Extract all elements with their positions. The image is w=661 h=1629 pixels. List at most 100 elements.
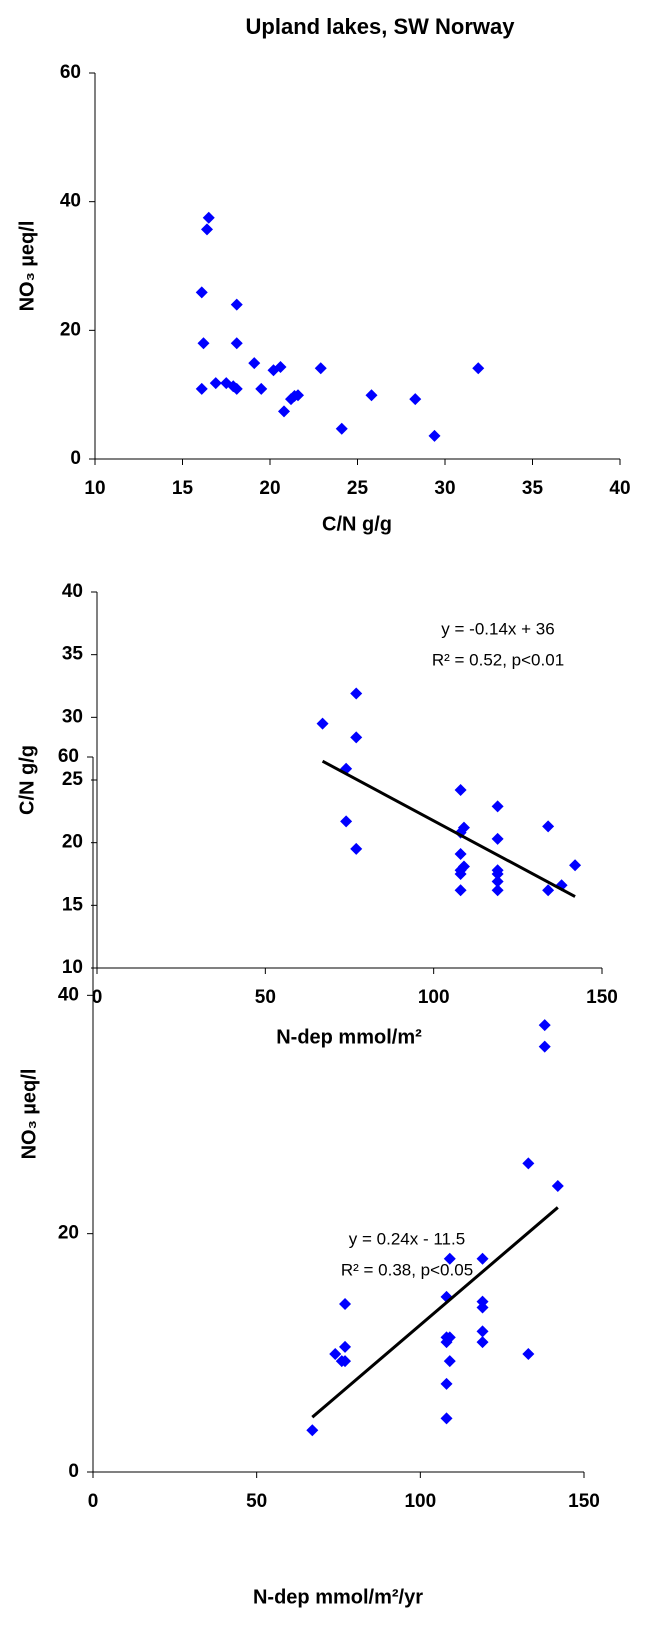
data-point: [339, 1340, 352, 1353]
data-point: [440, 1377, 453, 1390]
data-point: [542, 820, 555, 833]
data-point: [454, 784, 467, 797]
chart-title: Upland lakes, SW Norway: [246, 14, 516, 39]
x-tick-label: 20: [259, 478, 280, 499]
annotation: R² = 0.38, p<0.05: [341, 1260, 473, 1279]
data-point: [538, 1040, 551, 1053]
y-axis-title: NO₃ µeq/l: [18, 1069, 40, 1160]
x-tick-label: 150: [586, 987, 618, 1008]
data-point: [197, 337, 210, 350]
data-point: [443, 1252, 456, 1265]
x-tick-label: 10: [84, 478, 105, 499]
y-tick-label: 40: [58, 984, 79, 1005]
data-point: [542, 884, 555, 897]
y-tick-label: 60: [58, 746, 79, 767]
data-point: [316, 717, 329, 730]
y-tick-label: 60: [60, 62, 81, 83]
data-point: [339, 1297, 352, 1310]
data-point: [230, 382, 243, 395]
data-point: [476, 1252, 489, 1265]
data-point: [551, 1180, 564, 1192]
x-tick-label: 35: [522, 478, 544, 499]
data-point: [522, 1348, 535, 1361]
data-point: [195, 382, 208, 395]
y-axis-title: C/N g/g: [16, 745, 38, 815]
y-tick-label: 25: [62, 769, 84, 790]
trend-line: [321, 759, 576, 898]
data-point: [202, 211, 215, 224]
data-point: [569, 859, 582, 872]
data-point: [335, 422, 348, 435]
data-point: [339, 1355, 352, 1368]
x-tick-label: 100: [418, 987, 450, 1008]
data-point: [454, 847, 467, 860]
data-point: [428, 429, 441, 442]
y-tick-label: 10: [62, 957, 83, 978]
data-point: [248, 357, 261, 370]
y-tick-label: 20: [58, 1223, 79, 1244]
data-point: [230, 298, 243, 311]
data-point: [443, 1355, 456, 1368]
data-point: [454, 884, 467, 897]
x-tick-label: 40: [609, 478, 630, 499]
data-point: [409, 393, 422, 406]
data-point: [472, 362, 485, 375]
x-axis-title: N-dep mmol/m²: [276, 1026, 422, 1048]
x-tick-label: 0: [92, 987, 103, 1008]
x-axis-title: N-dep mmol/m²/yr: [253, 1586, 423, 1608]
data-point: [491, 800, 504, 813]
data-point: [440, 1412, 453, 1425]
data-point: [255, 382, 268, 395]
data-point: [476, 1336, 489, 1349]
data-point: [476, 1295, 489, 1308]
data-point: [491, 875, 504, 888]
data-point: [350, 687, 363, 700]
x-tick-label: 50: [246, 1491, 267, 1512]
annotation: y = 0.24x - 11.5: [349, 1229, 465, 1248]
y-tick-label: 0: [70, 448, 81, 469]
x-tick-label: 50: [255, 987, 276, 1008]
y-tick-label: 20: [62, 832, 83, 853]
y-tick-label: 30: [62, 706, 83, 727]
x-tick-label: 25: [347, 478, 369, 499]
x-tick-label: 30: [434, 478, 455, 499]
x-tick-label: 100: [404, 1491, 436, 1512]
data-point: [329, 1348, 342, 1361]
y-tick-label: 20: [60, 319, 81, 340]
y-tick-label: 40: [60, 191, 81, 212]
data-point: [201, 223, 213, 236]
trend-line: [311, 1206, 559, 1419]
x-tick-label: 0: [88, 1491, 99, 1512]
data-point: [491, 832, 504, 845]
y-tick-label: 35: [62, 644, 84, 665]
data-point: [195, 286, 208, 299]
x-axis-title: C/N g/g: [322, 513, 392, 535]
data-point: [292, 389, 304, 402]
x-tick-label: 15: [172, 478, 194, 499]
data-point: [306, 1424, 319, 1437]
data-point: [443, 1331, 456, 1344]
data-point: [230, 337, 243, 350]
x-tick-label: 150: [568, 1491, 600, 1512]
data-point: [454, 868, 467, 880]
data-point: [209, 377, 222, 390]
data-point: [350, 842, 363, 855]
data-point: [476, 1325, 489, 1338]
data-point: [274, 361, 287, 374]
data-point: [522, 1157, 535, 1170]
data-point: [491, 868, 504, 880]
y-tick-label: 15: [62, 894, 84, 915]
y-tick-label: 40: [62, 581, 83, 602]
data-point: [314, 362, 327, 375]
annotation: R² = 0.52, p<0.01: [432, 650, 564, 669]
data-point: [491, 884, 504, 897]
data-point: [538, 1019, 551, 1032]
annotation: y = -0.14x + 36: [441, 619, 554, 638]
data-point: [278, 405, 290, 418]
y-tick-label: 0: [68, 1461, 79, 1482]
data-point: [350, 731, 363, 744]
data-point: [340, 815, 353, 828]
y-axis-title: NO₃ µeq/l: [16, 221, 38, 312]
data-point: [365, 389, 378, 402]
